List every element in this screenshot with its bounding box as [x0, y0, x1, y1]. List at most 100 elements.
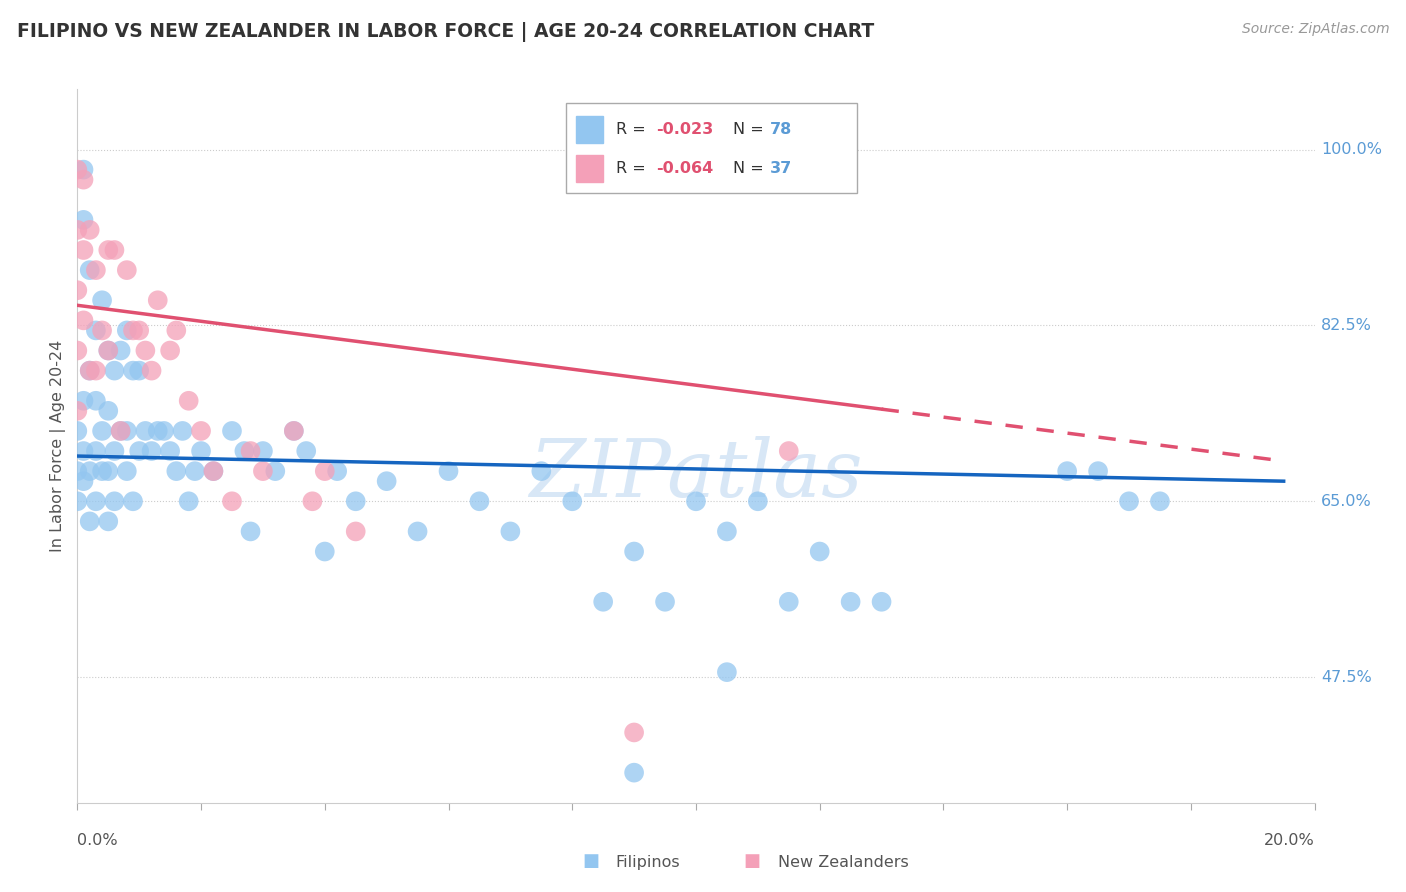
Point	[1149, 494, 1171, 508]
Point	[184, 464, 207, 478]
Point	[66, 162, 89, 177]
Point	[202, 464, 225, 478]
Point	[233, 444, 256, 458]
Text: Filipinos: Filipinos	[616, 855, 681, 870]
Point	[103, 363, 125, 377]
Point	[122, 363, 145, 377]
Point	[177, 393, 200, 408]
Point	[79, 363, 101, 377]
Point	[84, 444, 107, 458]
Point	[72, 393, 94, 408]
Point	[84, 393, 107, 408]
Point	[79, 363, 101, 377]
Point	[128, 363, 150, 377]
Point	[1056, 464, 1078, 478]
Point	[437, 464, 460, 478]
Text: N =: N =	[733, 122, 769, 137]
Point	[146, 293, 169, 308]
Point	[283, 424, 305, 438]
Point	[221, 424, 243, 438]
Point	[97, 343, 120, 358]
Point	[115, 464, 138, 478]
Point	[264, 464, 287, 478]
Text: New Zealanders: New Zealanders	[778, 855, 908, 870]
Point	[344, 524, 367, 539]
Point	[79, 263, 101, 277]
Point	[91, 424, 114, 438]
Point	[239, 524, 262, 539]
Point	[66, 283, 89, 297]
Point	[79, 223, 101, 237]
Point	[165, 323, 187, 337]
Text: ZIPatlas: ZIPatlas	[529, 436, 863, 513]
Bar	[576, 116, 603, 144]
Point	[141, 363, 163, 377]
Point	[84, 363, 107, 377]
Point	[128, 444, 150, 458]
Point	[202, 464, 225, 478]
Point	[301, 494, 323, 508]
Point	[177, 494, 200, 508]
Point	[72, 172, 94, 186]
Point	[146, 424, 169, 438]
Text: 0.0%: 0.0%	[77, 833, 118, 848]
Point	[97, 464, 120, 478]
Point	[314, 464, 336, 478]
Point	[72, 474, 94, 488]
Point	[122, 323, 145, 337]
Point	[66, 343, 89, 358]
Point	[91, 323, 114, 337]
Text: 65.0%: 65.0%	[1320, 494, 1371, 508]
Point	[344, 494, 367, 508]
Point	[66, 404, 89, 418]
Point	[870, 595, 893, 609]
Text: R =: R =	[616, 122, 651, 137]
Point	[239, 444, 262, 458]
Point	[110, 424, 132, 438]
Text: FILIPINO VS NEW ZEALANDER IN LABOR FORCE | AGE 20-24 CORRELATION CHART: FILIPINO VS NEW ZEALANDER IN LABOR FORCE…	[17, 22, 875, 42]
Text: R =: R =	[616, 161, 651, 176]
Point	[97, 404, 120, 418]
Point	[159, 444, 181, 458]
FancyBboxPatch shape	[567, 103, 856, 193]
Point	[91, 464, 114, 478]
Point	[1087, 464, 1109, 478]
Point	[79, 515, 101, 529]
Point	[623, 544, 645, 558]
Point	[326, 464, 349, 478]
Point	[295, 444, 318, 458]
Text: 100.0%: 100.0%	[1320, 142, 1382, 157]
Point	[91, 293, 114, 308]
Point	[623, 725, 645, 739]
Text: Source: ZipAtlas.com: Source: ZipAtlas.com	[1241, 22, 1389, 37]
Point	[165, 464, 187, 478]
Point	[84, 263, 107, 277]
Point	[97, 343, 120, 358]
Point	[66, 424, 89, 438]
Point	[72, 212, 94, 227]
Point	[314, 544, 336, 558]
Point	[252, 464, 274, 478]
Text: ■: ■	[744, 852, 761, 870]
Point	[283, 424, 305, 438]
Point	[103, 494, 125, 508]
Point	[839, 595, 862, 609]
Text: 20.0%: 20.0%	[1264, 833, 1315, 848]
Bar	[576, 155, 603, 182]
Point	[153, 424, 176, 438]
Point	[716, 524, 738, 539]
Point	[72, 444, 94, 458]
Point	[110, 343, 132, 358]
Point	[72, 313, 94, 327]
Point	[654, 595, 676, 609]
Text: 47.5%: 47.5%	[1320, 670, 1371, 685]
Point	[808, 544, 831, 558]
Point	[499, 524, 522, 539]
Point	[66, 464, 89, 478]
Text: -0.023: -0.023	[657, 122, 714, 137]
Point	[115, 424, 138, 438]
Point	[159, 343, 181, 358]
Point	[561, 494, 583, 508]
Text: N =: N =	[733, 161, 769, 176]
Point	[375, 474, 398, 488]
